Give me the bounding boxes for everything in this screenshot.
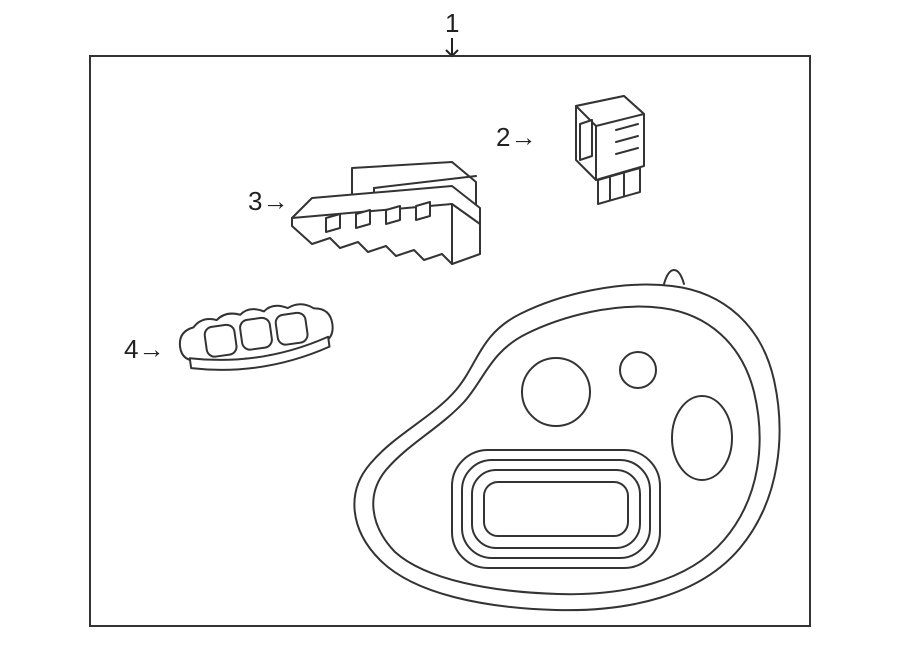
diagram-canvas: 1 2→ 3→ 4→ bbox=[0, 0, 900, 661]
diagram-svg bbox=[0, 0, 900, 661]
callout-arrow-1 bbox=[446, 38, 458, 56]
part-connector-3 bbox=[292, 162, 480, 264]
part-connector-2 bbox=[576, 96, 644, 204]
part-switch-4 bbox=[176, 298, 337, 377]
part-console bbox=[354, 270, 779, 610]
